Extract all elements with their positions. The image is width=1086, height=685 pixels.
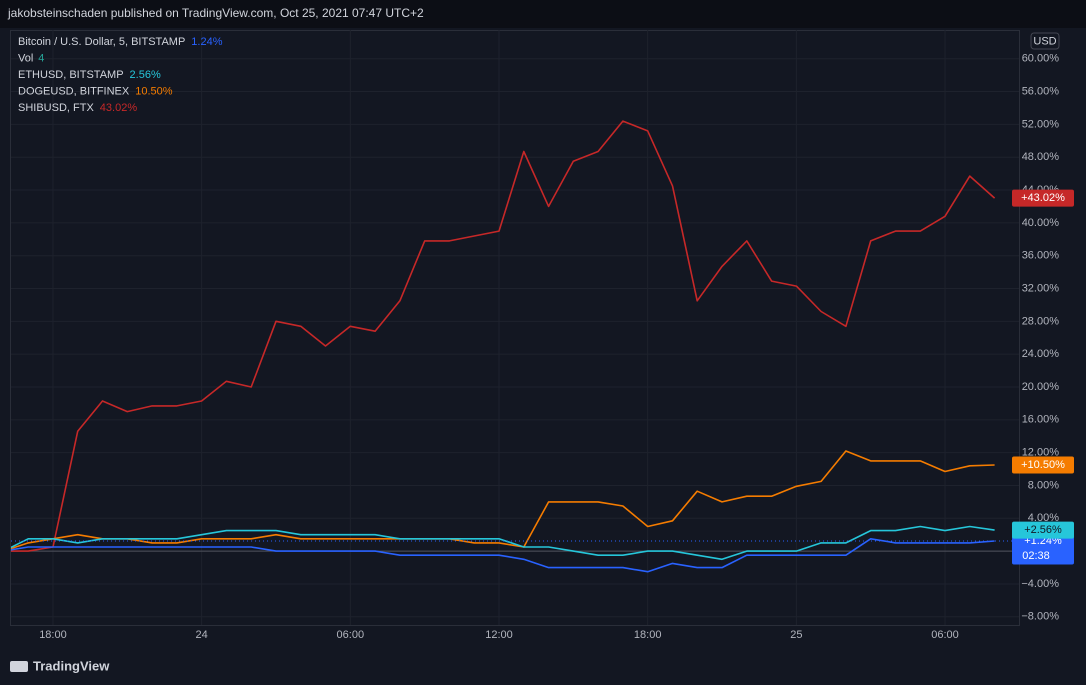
logo bbox=[10, 661, 28, 672]
price-tag bbox=[1012, 521, 1074, 539]
currency: USD bbox=[1033, 35, 1056, 47]
header: jakobsteinschaden published on TradingVi… bbox=[7, 6, 424, 20]
x-tick-label: 25 bbox=[790, 629, 802, 641]
legend-label: Vol 4 bbox=[18, 52, 44, 64]
legend-change: 43.02% bbox=[100, 102, 138, 114]
header-bar bbox=[0, 0, 1086, 28]
legend-value: 4 bbox=[38, 52, 44, 64]
price-tag bbox=[1012, 456, 1074, 474]
legend-name: SHIBUSD, FTX bbox=[18, 102, 94, 114]
y-tick-label: 60.00% bbox=[1022, 53, 1060, 65]
y-tick-label: 52.00% bbox=[1022, 118, 1060, 130]
lines bbox=[11, 120, 996, 573]
series-line bbox=[11, 525, 995, 561]
series-line bbox=[11, 120, 996, 552]
y-tick-label: 24.00% bbox=[1022, 348, 1060, 360]
y-tick-label: 20.00% bbox=[1022, 381, 1060, 393]
legend-name: DOGEUSD, BITFINEX bbox=[18, 85, 130, 97]
countdown: 02:38 bbox=[1022, 550, 1050, 562]
legend-name: Bitcoin / U.S. Dollar, 5, BITSTAMP bbox=[18, 36, 185, 48]
y-tick-label: 28.00% bbox=[1022, 315, 1060, 327]
x-tick-label: 18:00 bbox=[634, 629, 662, 641]
price-tag bbox=[1012, 189, 1074, 207]
legend-label: ETHUSD, BITSTAMP 2.56% bbox=[18, 69, 161, 81]
y-tick-label: 40.00% bbox=[1022, 217, 1060, 229]
x-tick-label: 18:00 bbox=[39, 629, 67, 641]
y-tick-label: −8.00% bbox=[1021, 611, 1059, 623]
price-tag bbox=[1012, 532, 1074, 565]
y-tick-label: 16.00% bbox=[1022, 414, 1060, 426]
y-tick-label: 8.00% bbox=[1028, 479, 1059, 491]
x-tick-label: 06:00 bbox=[931, 629, 959, 641]
y-tick-label: 32.00% bbox=[1022, 282, 1060, 294]
legend-name: Vol bbox=[18, 52, 33, 64]
legend-change: 1.24% bbox=[191, 36, 222, 48]
y-tick-label: 12.00% bbox=[1022, 447, 1060, 459]
currency-box bbox=[1030, 32, 1060, 50]
y-tick-label: −4.00% bbox=[1021, 578, 1059, 590]
x-tick-label: 24 bbox=[196, 629, 208, 641]
y-tick-label: 4.00% bbox=[1028, 512, 1059, 524]
y-tick-label: 36.00% bbox=[1022, 250, 1060, 262]
legend-label: Bitcoin / U.S. Dollar, 5, BITSTAMP 1.24% bbox=[18, 36, 223, 48]
x-tick-label: 12:00 bbox=[485, 629, 513, 641]
price-tag-label: +43.02% bbox=[1021, 192, 1065, 204]
series-line bbox=[11, 538, 995, 573]
y-tick-label: 56.00% bbox=[1022, 85, 1060, 97]
legend-name: ETHUSD, BITSTAMP bbox=[18, 69, 124, 81]
plot-frame bbox=[10, 30, 1020, 626]
y-tick-label: 48.00% bbox=[1022, 151, 1060, 163]
x-tick-label: 06:00 bbox=[337, 629, 365, 641]
legend-change: 2.56% bbox=[130, 69, 161, 81]
footer: TradingView bbox=[33, 658, 110, 673]
legend-label: SHIBUSD, FTX 43.02% bbox=[18, 102, 137, 114]
legend-label: DOGEUSD, BITFINEX 10.50% bbox=[18, 85, 173, 97]
price-tag-label: +10.50% bbox=[1021, 459, 1065, 471]
series-line bbox=[11, 450, 995, 550]
legend-change: 10.50% bbox=[135, 85, 173, 97]
price-tag-label: +2.56% bbox=[1024, 524, 1062, 536]
